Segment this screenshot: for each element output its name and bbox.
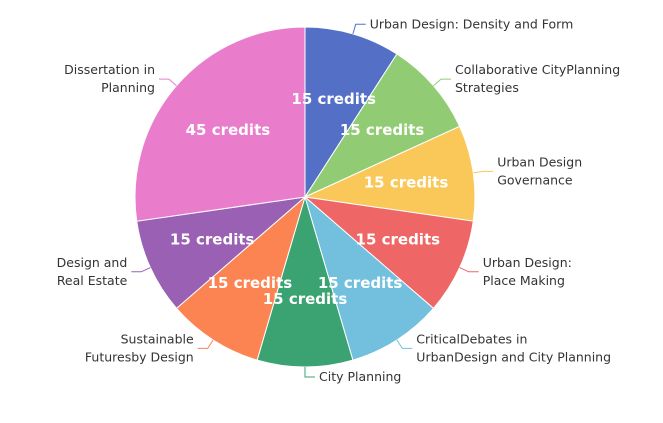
category-label-line: Futuresby Design bbox=[85, 349, 194, 364]
category-label: CriticalDebates in UrbanDesign and City P… bbox=[416, 331, 611, 364]
category-label-line: UrbanDesign and City Planning bbox=[416, 349, 611, 364]
data-label: 15 credits bbox=[318, 274, 403, 292]
data-label: 15 credits bbox=[340, 121, 425, 139]
category-label-line: Strategies bbox=[455, 80, 519, 95]
pie-slice[interactable] bbox=[134, 26, 306, 222]
pie-slice[interactable] bbox=[304, 195, 435, 361]
pie-slice[interactable] bbox=[303, 125, 476, 222]
category-label-line: Urban Design: Density and Form bbox=[370, 16, 574, 31]
leader-line bbox=[352, 23, 366, 35]
leader-line bbox=[396, 339, 413, 349]
category-label-line: Planning bbox=[101, 80, 155, 95]
category-label: Urban Design: Density and Form bbox=[370, 16, 574, 31]
data-label: 15 credits bbox=[291, 90, 376, 108]
category-label-line: Collaborative CityPlanning bbox=[455, 62, 620, 77]
category-labels: Urban Design: Density and Form Collaborat… bbox=[57, 16, 621, 384]
pie-slice[interactable] bbox=[303, 196, 474, 310]
leader-line bbox=[459, 267, 479, 273]
pie-slice[interactable] bbox=[136, 196, 307, 310]
leader-line bbox=[304, 367, 315, 378]
category-label-line: City Planning bbox=[319, 369, 401, 384]
category-label-line: Urban Design bbox=[497, 154, 582, 169]
leader-line bbox=[197, 339, 214, 349]
category-label: Dissertation in Planning bbox=[64, 62, 155, 95]
pie-slice[interactable] bbox=[256, 195, 354, 368]
category-label: City Planning bbox=[319, 369, 401, 384]
data-label: 15 credits bbox=[208, 274, 293, 292]
data-label: 45 credits bbox=[186, 121, 271, 139]
category-label-line: CriticalDebates in bbox=[416, 331, 527, 346]
data-label: 15 credits bbox=[364, 174, 449, 192]
pie-slice[interactable] bbox=[175, 195, 306, 361]
category-label: Sustainable Futuresby Design bbox=[85, 331, 194, 364]
data-label: 15 credits bbox=[356, 230, 441, 248]
category-label: Collaborative CityPlanning Strategies bbox=[455, 62, 620, 95]
pie-slice[interactable] bbox=[303, 53, 461, 199]
pie-slices bbox=[134, 26, 476, 368]
category-label-line: Design and bbox=[57, 255, 128, 270]
category-label-line: Real Estate bbox=[57, 273, 128, 288]
category-label: Urban Design: Place Making bbox=[483, 255, 572, 288]
data-label: 15 credits bbox=[170, 230, 255, 248]
leader-line bbox=[159, 78, 177, 87]
leader-line bbox=[473, 170, 494, 174]
category-label: Urban Design Governance bbox=[497, 154, 582, 187]
data-label: 15 credits bbox=[263, 290, 348, 308]
category-label-line: Governance bbox=[497, 172, 573, 187]
category-label-line: Urban Design: bbox=[483, 255, 572, 270]
category-label-line: Place Making bbox=[483, 273, 565, 288]
category-label-line: Sustainable bbox=[121, 331, 194, 346]
leader-lines bbox=[131, 23, 494, 378]
category-label-line: Dissertation in bbox=[64, 62, 155, 77]
category-label: Design and Real Estate bbox=[57, 255, 128, 288]
pie-slice[interactable] bbox=[304, 26, 398, 199]
leader-line bbox=[433, 78, 451, 87]
leader-line bbox=[131, 267, 151, 273]
